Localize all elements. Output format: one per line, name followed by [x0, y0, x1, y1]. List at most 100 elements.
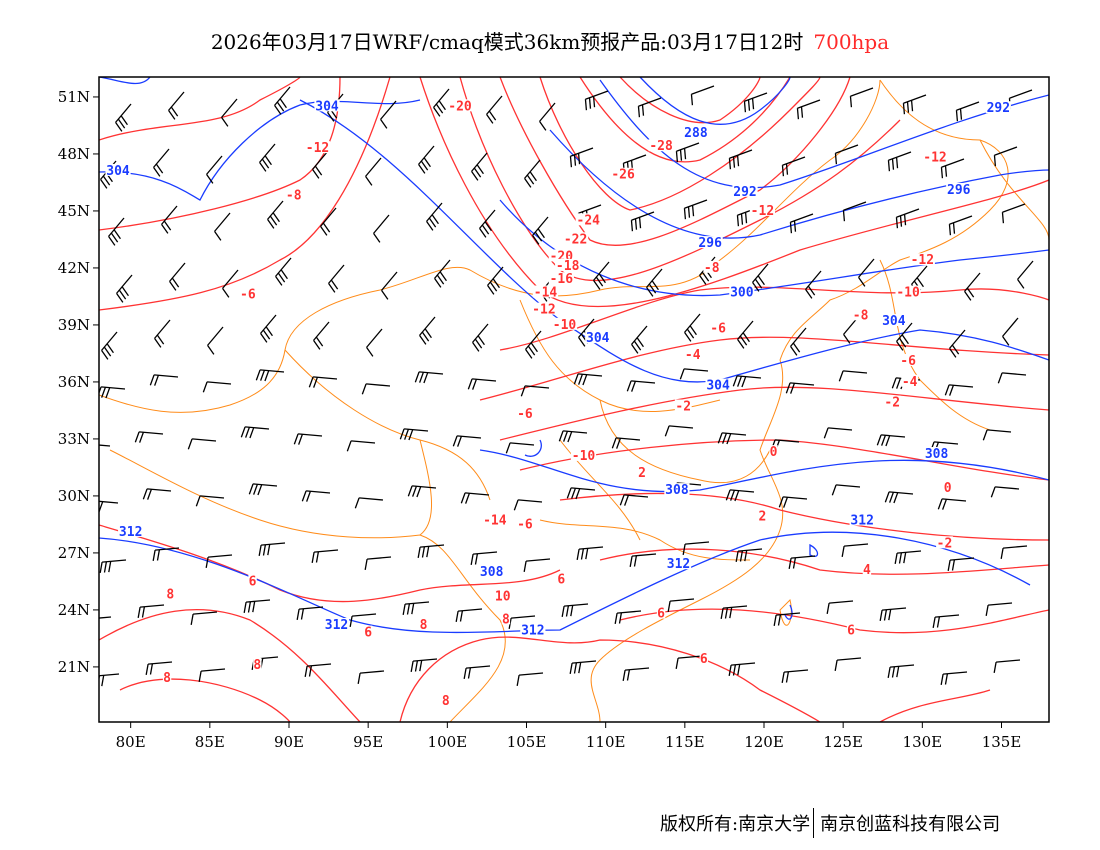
wind-barb — [887, 151, 912, 172]
wind-barb — [455, 608, 483, 623]
wind-barb — [202, 381, 232, 393]
temperature-label: -2 — [884, 396, 900, 411]
wind-barb — [728, 149, 753, 170]
wind-barb — [154, 319, 171, 348]
temperature-label-bg — [304, 141, 331, 154]
lat-tick-label: 21N — [58, 658, 90, 676]
wind-barb — [433, 88, 450, 117]
temperature-label: 6 — [364, 626, 372, 641]
wind-barb — [720, 605, 748, 620]
wind-barb — [313, 321, 330, 350]
wind-barb — [690, 85, 715, 106]
lat-tick-label: 33N — [58, 430, 90, 448]
temperature-label-bg — [532, 285, 559, 298]
height-label: 288 — [684, 126, 708, 141]
wind-barb — [328, 264, 345, 293]
temperature-label: -12 — [751, 204, 774, 219]
wind-barb — [304, 663, 332, 678]
wind-barb — [732, 375, 762, 388]
height-label-bg — [923, 447, 950, 460]
wind-barb — [993, 659, 1021, 674]
wind-barb — [198, 668, 226, 683]
wind-barb — [932, 614, 960, 629]
temperature-label: -28 — [649, 139, 673, 154]
wind-barb — [520, 385, 550, 397]
height-label: 304 — [882, 314, 906, 329]
height-label-bg — [323, 618, 350, 631]
wind-barb — [275, 257, 292, 286]
temperature-label: -4 — [902, 375, 918, 390]
lat-tick-label: 42N — [58, 259, 90, 277]
wind-barb — [849, 87, 874, 108]
wind-barb — [858, 258, 875, 287]
height-label-bg — [105, 163, 131, 176]
wind-barb — [788, 555, 816, 570]
height-label: 296 — [698, 236, 722, 251]
wind-barb — [417, 544, 445, 559]
wind-barb — [684, 313, 701, 342]
wind-barb — [937, 498, 967, 510]
wind-barb — [573, 373, 603, 386]
temperature-label-bg — [943, 481, 952, 494]
height-label-bg — [479, 564, 505, 577]
wind-barb — [486, 95, 503, 124]
wind-barb — [470, 551, 498, 566]
wind-barb — [152, 547, 180, 562]
wind-barb — [667, 598, 695, 613]
wind-barb — [525, 330, 542, 359]
temperature-label-bg — [531, 302, 557, 315]
wind-barb — [679, 368, 709, 380]
wind-barb — [1017, 260, 1034, 289]
wind-barb — [789, 213, 814, 234]
temperature-label-bg — [419, 618, 428, 631]
wind-barb — [149, 374, 179, 386]
height-label-bg — [697, 236, 723, 249]
temperature-label-bg — [447, 99, 473, 112]
temperature-label-bg — [699, 652, 709, 665]
wind-barb — [675, 655, 703, 670]
wind-barb — [467, 378, 497, 390]
temperature-label: -12 — [306, 141, 329, 156]
wind-barb — [137, 604, 165, 619]
wind-barb — [471, 152, 488, 181]
temperature-label: -6 — [517, 407, 533, 422]
lon-tick-label: 135E — [982, 733, 1022, 751]
wind-barbs — [99, 85, 1034, 687]
wind-barb — [790, 327, 807, 356]
wind-barb — [99, 386, 126, 399]
wind-barb — [826, 600, 854, 615]
height-label-bg — [729, 285, 755, 298]
temperature-label-bg — [610, 167, 636, 180]
wind-barb — [728, 662, 756, 677]
temperature-label: -26 — [611, 168, 635, 183]
wind-barb — [364, 556, 392, 571]
temperature-label-bg — [562, 232, 589, 245]
wind-barb — [1001, 203, 1026, 224]
lat-tick-label: 48N — [58, 145, 90, 163]
temperature-label: 6 — [249, 574, 257, 589]
temperature-label-bg — [570, 448, 597, 461]
height-label: 304 — [706, 379, 730, 394]
wind-barb — [1000, 545, 1028, 560]
temperature-label: -2 — [675, 400, 691, 415]
wind-barb — [955, 101, 980, 122]
temperature-label-bg — [648, 139, 674, 152]
temperature-label: 8 — [502, 612, 510, 627]
lat-tick-label: 24N — [58, 601, 90, 619]
wind-barb — [248, 483, 278, 496]
temperature-label: -8 — [853, 308, 869, 323]
lon-tick-label: 85E — [195, 733, 225, 751]
temperature-label-bg — [482, 513, 508, 526]
temperature-label-bg — [901, 374, 919, 387]
wind-barb — [206, 155, 223, 184]
wind-barb — [990, 486, 1020, 498]
temperature-label: 8 — [253, 658, 261, 673]
lon-tick-label: 110E — [586, 733, 626, 751]
temperature-label: 6 — [557, 572, 565, 587]
wind-barb — [940, 671, 968, 686]
wind-barb — [841, 543, 869, 558]
temperature-label-bg — [769, 445, 778, 458]
temperature-label-bg — [852, 308, 869, 321]
temperature-label-bg — [922, 150, 948, 163]
temperature-label-bg — [494, 589, 512, 602]
